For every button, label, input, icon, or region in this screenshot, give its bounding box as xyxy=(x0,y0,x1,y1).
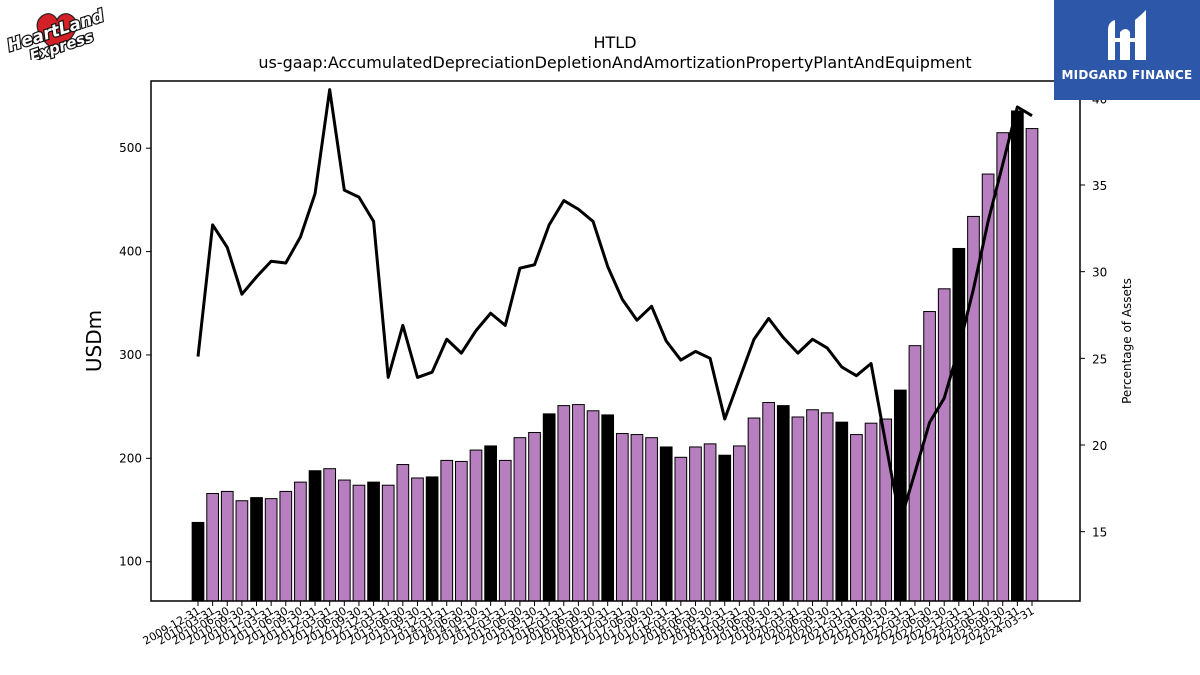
line-series xyxy=(196,88,1033,523)
midgard-logo-icon xyxy=(1108,10,1146,60)
bar xyxy=(630,434,644,602)
y-tick-label: 100 xyxy=(119,555,142,569)
bar xyxy=(498,459,512,602)
bar xyxy=(952,247,966,602)
bar xyxy=(572,404,585,602)
bar xyxy=(1011,110,1024,602)
plot-frame xyxy=(150,80,1081,602)
bar xyxy=(996,132,1010,602)
bar xyxy=(937,288,951,602)
y2-tick-label: 15 xyxy=(1092,526,1107,540)
bar xyxy=(323,468,337,602)
chart-title: HTLD xyxy=(593,33,636,52)
bar xyxy=(367,481,380,602)
y2-tick-label: 20 xyxy=(1092,439,1107,453)
bar xyxy=(528,431,541,602)
bar xyxy=(337,479,351,602)
percentage-line xyxy=(196,88,1033,523)
bar xyxy=(615,433,629,602)
y-tick-label: 500 xyxy=(119,141,142,155)
bar xyxy=(850,434,863,602)
bar xyxy=(733,445,746,602)
bar xyxy=(806,409,819,602)
heartland-express-logo: HeartLand Express xyxy=(2,2,120,66)
bar xyxy=(206,492,219,602)
bar xyxy=(703,443,717,602)
bar-series xyxy=(191,110,1039,602)
midgard-finance-brand: MIDGARD FINANCE xyxy=(1054,0,1200,100)
chart-subtitle: us-gaap:AccumulatedDepreciationDepletion… xyxy=(258,53,971,72)
bar xyxy=(250,497,263,602)
bar xyxy=(469,449,483,602)
bar xyxy=(762,402,775,602)
bar xyxy=(264,498,278,602)
bar xyxy=(674,456,688,602)
bar xyxy=(352,484,366,602)
bar xyxy=(235,500,249,602)
bar xyxy=(294,481,307,602)
bar xyxy=(747,417,761,602)
bar xyxy=(586,410,600,602)
bar xyxy=(440,459,454,602)
y2-tick-label: 30 xyxy=(1092,266,1107,280)
y2-tick-label: 25 xyxy=(1092,352,1107,366)
bar xyxy=(864,422,878,602)
y-tick-label: 400 xyxy=(119,245,142,259)
bar xyxy=(484,445,497,602)
y-tick-label: 300 xyxy=(119,348,142,362)
bar xyxy=(191,521,205,602)
bar xyxy=(835,421,849,602)
bar xyxy=(396,464,410,602)
bar xyxy=(425,476,439,602)
bar xyxy=(220,490,234,602)
y-tick-label: 200 xyxy=(119,451,142,465)
bar xyxy=(923,311,936,602)
bar xyxy=(513,437,527,602)
bar xyxy=(689,446,702,602)
bar xyxy=(1025,128,1039,602)
bar xyxy=(718,454,732,602)
y2-tick-label: 35 xyxy=(1092,179,1107,193)
bar xyxy=(542,413,556,602)
bar xyxy=(791,416,805,602)
bar xyxy=(308,470,322,602)
bar xyxy=(557,405,571,602)
bar xyxy=(776,405,790,602)
brand-name: MIDGARD FINANCE xyxy=(1061,68,1193,82)
bar xyxy=(645,437,658,602)
bar xyxy=(455,460,468,602)
bar xyxy=(411,477,424,602)
bar xyxy=(279,490,293,602)
axes: 1002003004005001520253035402009-12-31201… xyxy=(119,80,1107,648)
bar xyxy=(659,446,673,602)
bar xyxy=(381,484,395,602)
bar xyxy=(601,414,615,602)
y-axis-label: USDm xyxy=(82,310,106,372)
y2-axis-label: Percentage of Assets xyxy=(1120,278,1134,404)
bar xyxy=(820,412,834,602)
